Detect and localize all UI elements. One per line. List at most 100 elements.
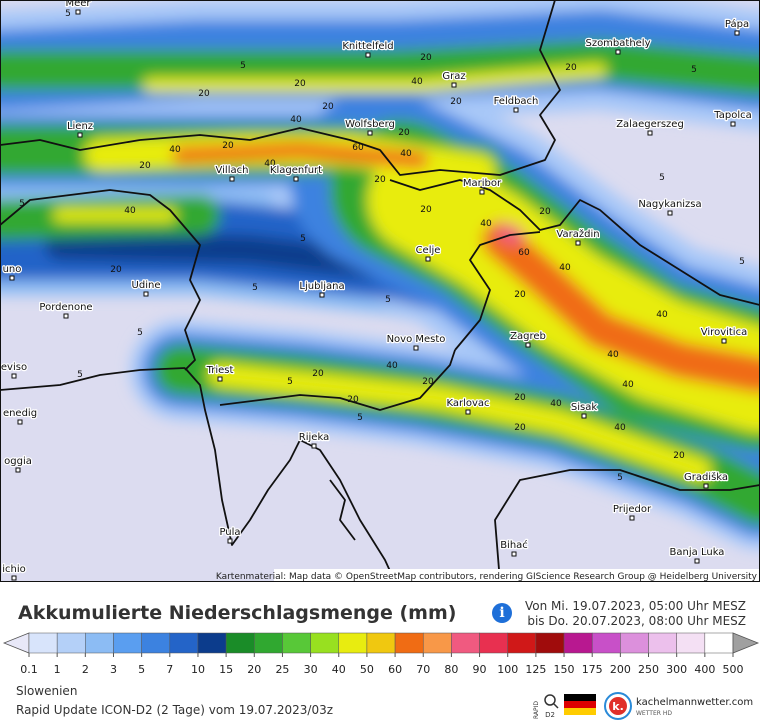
legend-swatch: [310, 632, 340, 654]
contour-label: 5: [691, 65, 697, 75]
flag-gold: [564, 708, 596, 715]
legend-tick-label: 500: [723, 663, 744, 676]
city-dot: [11, 373, 17, 379]
legend-swatch: [169, 632, 199, 654]
contour-label: 40: [400, 149, 412, 159]
city-name: Ljubljana: [299, 281, 344, 292]
legend-tick-label: 60: [388, 663, 402, 676]
city-dot: [575, 240, 581, 246]
legend-tick-label: 15: [219, 663, 233, 676]
city-dot: [721, 338, 727, 344]
contour-label: 20: [673, 451, 685, 461]
city-dot: [730, 121, 736, 127]
legend-swatch: [282, 632, 311, 654]
contour-label: 20: [347, 395, 359, 405]
city-dot: [647, 130, 653, 136]
contour-label: 20: [312, 369, 324, 379]
city-name: Villach: [216, 165, 249, 176]
legend-tick-label: 0.1: [20, 663, 38, 676]
bands: [0, 0, 760, 550]
info-button[interactable]: i: [492, 603, 512, 623]
contour-label: 40: [656, 310, 668, 320]
coastline: [329, 479, 356, 541]
legend-tick-label: 30: [304, 663, 318, 676]
legend-swatch: [479, 632, 508, 654]
contour-label: 20: [539, 207, 551, 217]
contour-label: 40: [169, 145, 181, 155]
legend-arrow-left: [2, 632, 30, 654]
legend-swatch: [113, 632, 142, 654]
legend-tick-label: 100: [497, 663, 518, 676]
legend-tick-label: 80: [444, 663, 458, 676]
legend-tick-label: 40: [332, 663, 346, 676]
city-name: Klagenfurt: [270, 165, 322, 176]
legend-tick-label: 2: [82, 663, 89, 676]
city-dot: [513, 107, 519, 113]
city-dot: [581, 413, 587, 419]
contour-label: 20: [198, 89, 210, 99]
branding: RAPID D2 k. kachelmannwetter.com WETTER …: [533, 692, 753, 720]
coastline: [0, 367, 186, 391]
city-name: Karlovac: [446, 398, 489, 409]
city-name: Novo Mesto: [387, 334, 446, 345]
legend-tick-label: 20: [247, 663, 261, 676]
model-run: Rapid Update ICON-D2 (2 Tage) vom 19.07.…: [16, 703, 334, 717]
city-name: Zalaegerszeg: [616, 119, 684, 130]
legend-swatch: [620, 632, 649, 654]
contour-label: 20: [110, 265, 122, 275]
city-dot: [11, 575, 17, 581]
city-dot: [75, 9, 81, 15]
legend-tick-label: 300: [666, 663, 687, 676]
contour-label: 40: [124, 206, 136, 216]
city-dot: [451, 82, 457, 88]
period-to: bis Do. 20.07.2023, 08:00 Uhr MESZ: [527, 614, 746, 628]
city-name: Rijeka: [299, 432, 329, 443]
city-name: Wolfsberg: [345, 119, 395, 130]
legend-tick-label: 70: [416, 663, 430, 676]
legend-tick-label: 125: [525, 663, 546, 676]
legend-tick-label: 5: [138, 663, 145, 676]
city-dot: [143, 291, 149, 297]
city-name: Bihać: [500, 539, 528, 551]
city-name: Celje: [416, 245, 441, 256]
city-dot: [703, 483, 709, 489]
city-dot: [365, 52, 371, 58]
city-name: Udine: [132, 280, 161, 291]
legend-swatch: [197, 632, 227, 654]
legend-swatch: [591, 632, 621, 654]
contour-label: 5: [300, 234, 306, 244]
city-name: ichio: [2, 564, 26, 575]
city-name: Nagykanizsa: [638, 199, 701, 210]
contour-label: 40: [559, 263, 571, 273]
legend-swatch: [535, 632, 565, 654]
legend: 0.1 1 2 3 5 7 10 15 20 25 30 40 50 60 70 80 90 100 125 150 1…: [2, 632, 760, 676]
city-name: oggia: [4, 456, 32, 467]
legend-swatch: [394, 632, 424, 654]
legend-swatch: [422, 632, 452, 654]
brand: kachelmannwetter.com: [636, 697, 753, 708]
city-name: enedig: [3, 408, 37, 419]
city-name: uno: [3, 264, 22, 275]
city-name: Meer: [65, 0, 91, 9]
city-name: Varaždin: [556, 228, 599, 240]
city-dot: [17, 419, 23, 425]
city-dot: [511, 551, 517, 557]
city-name: Lienz: [67, 121, 93, 132]
city-name: Virovitica: [701, 327, 747, 338]
city-dot: [615, 49, 621, 55]
city-name: eviso: [1, 362, 27, 373]
city-dot: [293, 176, 299, 182]
legend-swatch: [254, 632, 283, 654]
city-name: Graz: [442, 71, 465, 82]
contour-label: 40: [290, 115, 302, 125]
border-line: [454, 231, 541, 351]
legend-swatch: [676, 632, 706, 654]
contour-label: 20: [398, 128, 410, 138]
city-dot: [425, 256, 431, 262]
city-dot: [217, 376, 223, 382]
contour-label: 40: [622, 380, 634, 390]
contour-label: 40: [614, 423, 626, 433]
city-dot: [479, 189, 485, 195]
city-labels: Meer Knittelfeld Szombathely Pápa Graz Feldba…: [0, 0, 753, 581]
